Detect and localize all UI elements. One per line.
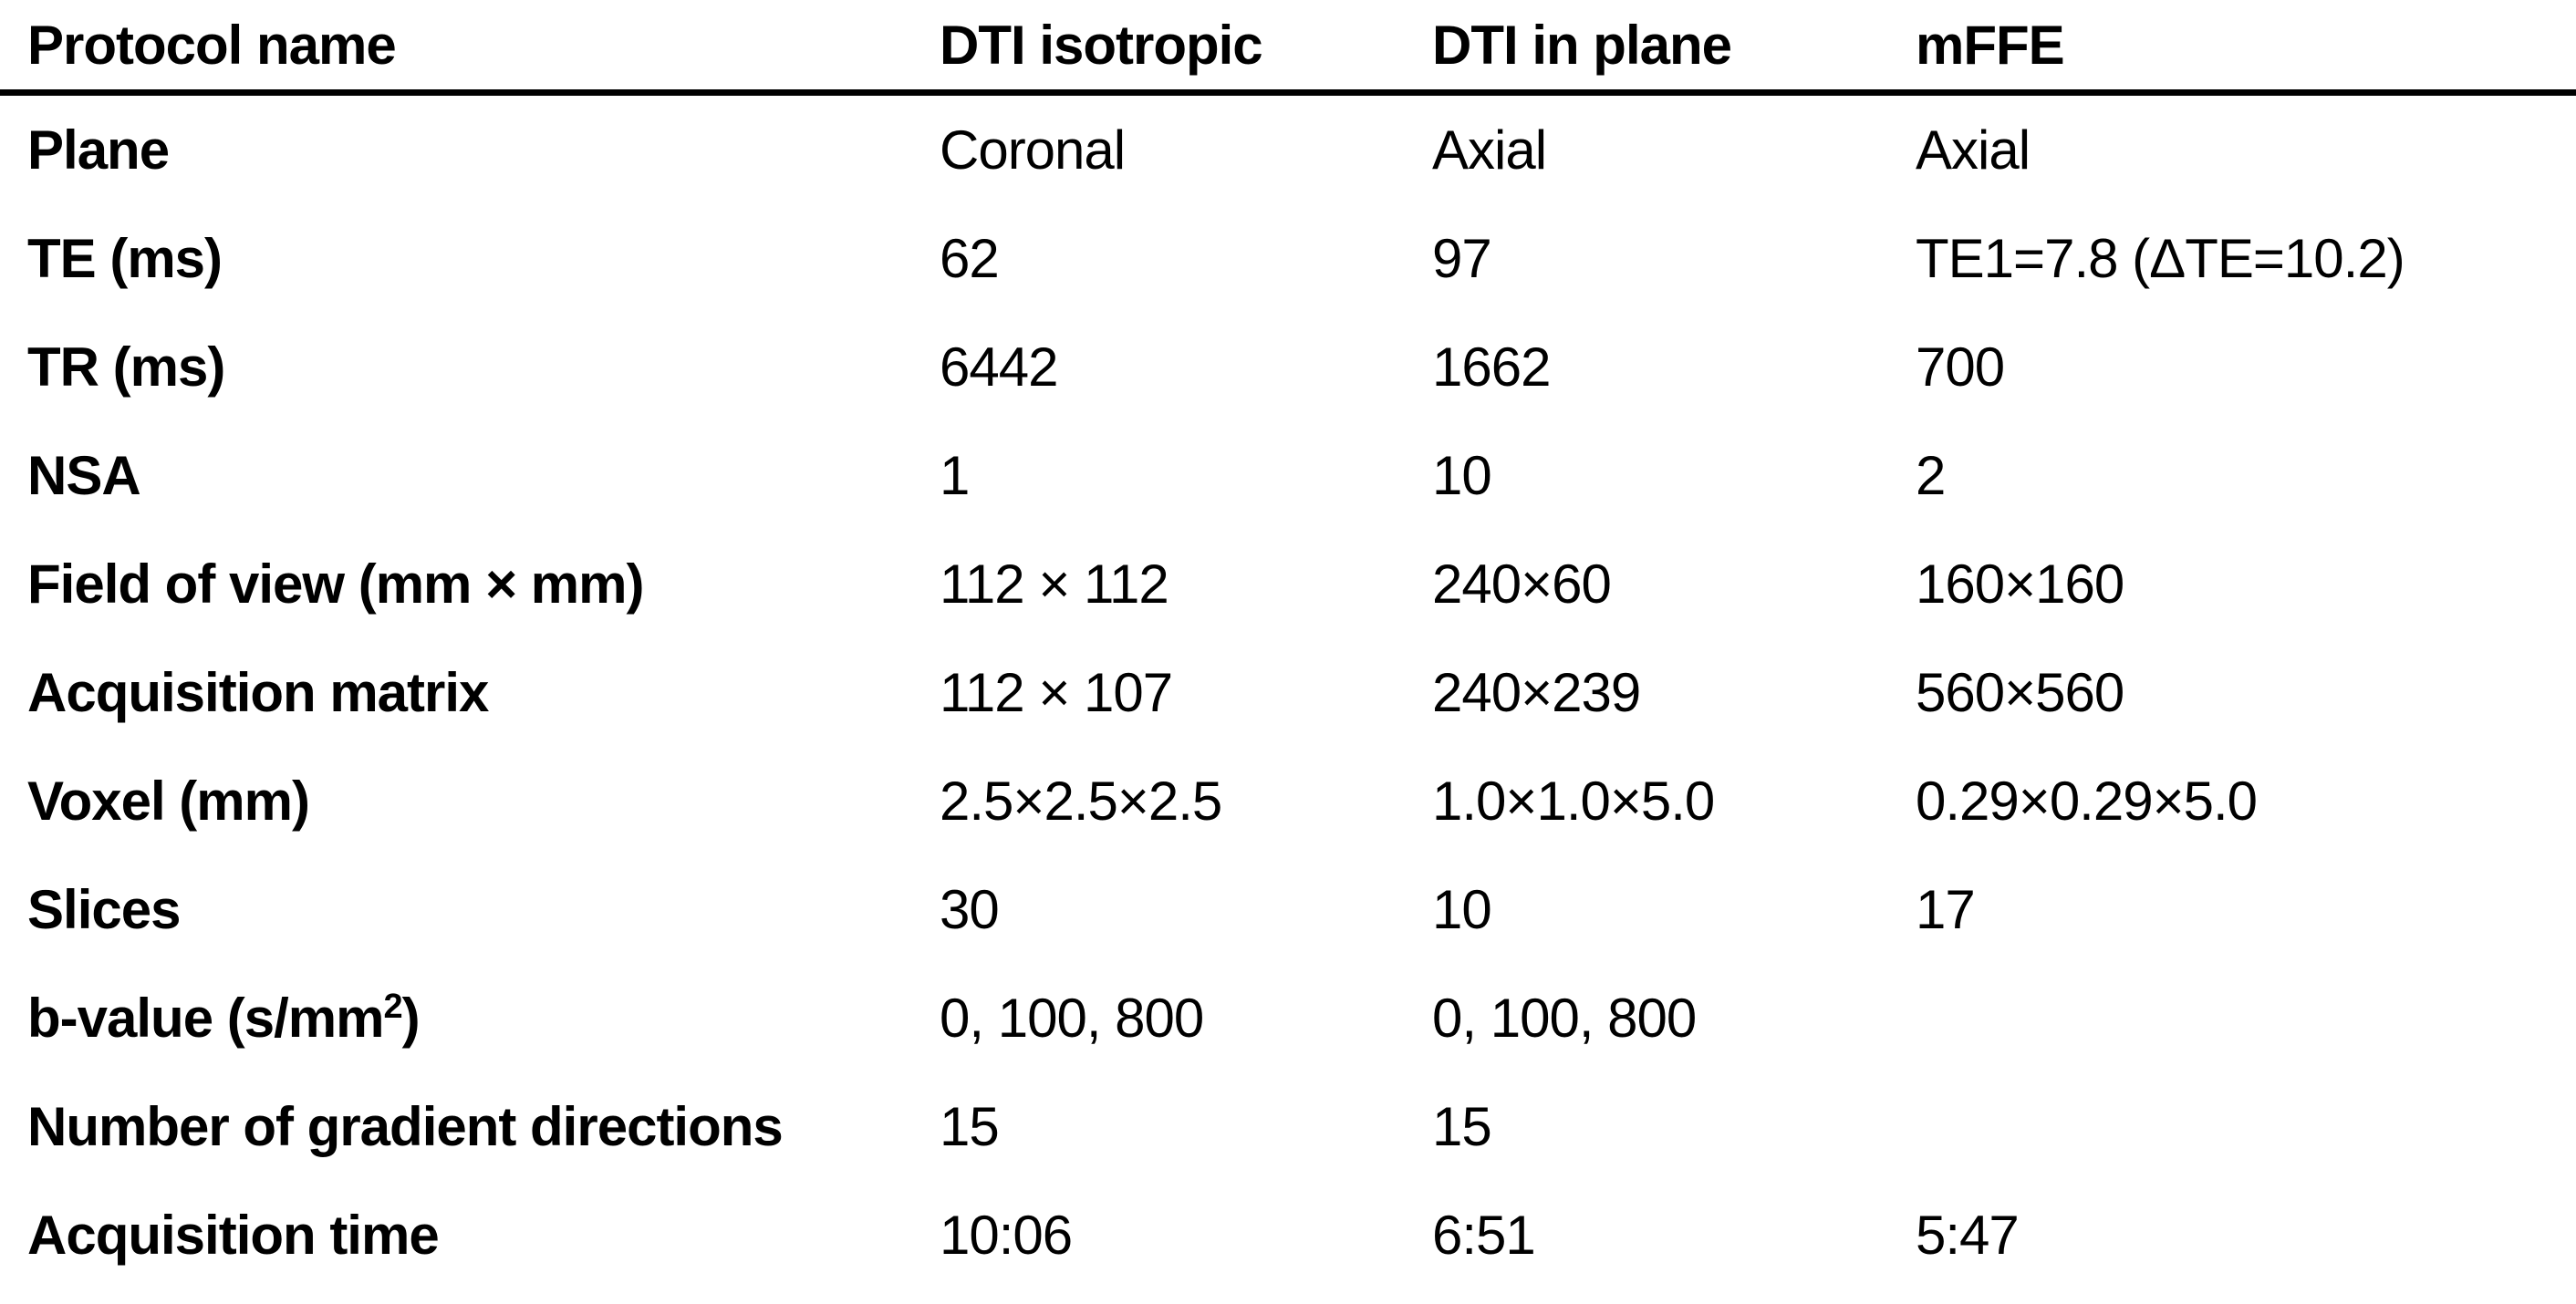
- cell: Axial: [1432, 119, 1547, 181]
- cell: 1: [940, 445, 970, 506]
- cell: 30: [940, 879, 1000, 940]
- cell: [1916, 964, 2576, 1072]
- table-row: Acquisition time 10:06 6:51 5:47: [0, 1181, 2576, 1289]
- cell: 6442: [940, 336, 1058, 398]
- column-header-dti-in-plane: DTI in plane: [1432, 0, 1916, 96]
- row-label: Field of view (mm × mm): [0, 530, 940, 638]
- row-label-text: Acquisition matrix: [27, 662, 489, 723]
- row-label: Acquisition matrix: [0, 638, 940, 747]
- table-row: TE (ms) 62 97 TE1=7.8 (ΔTE=10.2): [0, 204, 2576, 313]
- cell: 700: [1916, 336, 2005, 398]
- table-row: Field of view (mm × mm) 112 × 112 240×60 16…: [0, 530, 2576, 638]
- column-header-dti-isotropic: DTI isotropic: [940, 0, 1432, 96]
- table-row: Slices 30 10 17: [0, 855, 2576, 964]
- column-header-mffe: mFFE: [1916, 0, 2576, 96]
- table-row: Acquisition matrix 112 × 107 240×239 560×56…: [0, 638, 2576, 747]
- cell: 1662: [1432, 336, 1551, 398]
- cell: 560×560: [1916, 662, 2124, 723]
- table-row: b-value (s/mm2) 0, 100, 800 0, 100, 800: [0, 964, 2576, 1072]
- cell: 97: [1432, 228, 1492, 289]
- row-label: Voxel (mm): [0, 747, 940, 855]
- cell: 2.5×2.5×2.5: [940, 771, 1222, 832]
- cell: 1.0×1.0×5.0: [1432, 771, 1715, 832]
- row-label-text: Number of gradient directions: [27, 1096, 784, 1157]
- table-row: NSA 1 10 2: [0, 421, 2576, 530]
- table-row: TR (ms) 6442 1662 700: [0, 313, 2576, 421]
- row-label-superscript: 2: [383, 988, 402, 1026]
- cell: 240×60: [1432, 554, 1612, 615]
- cell: 112 × 112: [940, 554, 1169, 615]
- row-label-text: Field of view (mm × mm): [27, 554, 644, 615]
- cell: 6:51: [1432, 1205, 1536, 1266]
- table-row: Number of gradient directions 15 15: [0, 1072, 2576, 1181]
- cell: 0, 100, 800: [940, 988, 1204, 1049]
- row-label-text: Acquisition time: [27, 1205, 440, 1266]
- row-label-text: Slices: [27, 879, 181, 940]
- row-label: TE (ms): [0, 204, 940, 313]
- row-label-text: Voxel (mm): [27, 771, 310, 832]
- table-row: Plane Coronal Axial Axial: [0, 93, 2576, 205]
- row-label: Plane: [0, 93, 940, 205]
- cell: 112 × 107: [940, 662, 1173, 723]
- header-row: Protocol name DTI isotropic DTI in plane…: [0, 0, 2576, 96]
- row-label: b-value (s/mm2): [0, 964, 940, 1072]
- cell: Axial: [1916, 119, 2031, 181]
- cell: 15: [1432, 1096, 1492, 1157]
- row-label: TR (ms): [0, 313, 940, 421]
- cell: 17: [1916, 879, 1976, 940]
- row-label-text-after: ): [401, 988, 421, 1049]
- cell: 0.29×0.29×5.0: [1916, 771, 2258, 832]
- cell: 240×239: [1432, 662, 1641, 723]
- row-label-text: NSA: [27, 445, 141, 506]
- cell: 15: [940, 1096, 1000, 1157]
- row-label: NSA: [0, 421, 940, 530]
- cell: 160×160: [1916, 554, 2124, 615]
- cell: [1916, 1072, 2576, 1181]
- cell: 10:06: [940, 1205, 1073, 1266]
- row-label: Slices: [0, 855, 940, 964]
- table-row: Voxel (mm) 2.5×2.5×2.5 1.0×1.0×5.0 0.29×0.2…: [0, 747, 2576, 855]
- row-label-text: b-value (s/mm: [27, 988, 384, 1049]
- cell: Coronal: [940, 119, 1126, 181]
- cell: TE1=7.8 (ΔTE=10.2): [1916, 228, 2405, 289]
- row-label-text: Plane: [27, 119, 170, 181]
- column-header-protocol-name: Protocol name: [0, 0, 940, 96]
- cell: 0, 100, 800: [1432, 988, 1697, 1049]
- row-label: Acquisition time: [0, 1181, 940, 1289]
- row-label-text: TR (ms): [27, 336, 225, 398]
- row-label: Number of gradient directions: [0, 1072, 940, 1181]
- cell: 62: [940, 228, 1000, 289]
- cell: 10: [1432, 879, 1492, 940]
- cell: 10: [1432, 445, 1492, 506]
- row-label-text: TE (ms): [27, 228, 223, 289]
- cell: 5:47: [1916, 1205, 2020, 1266]
- cell: 2: [1916, 445, 1946, 506]
- table-body: Plane Coronal Axial Axial TE (ms) 62 97 TE1=7.8…: [0, 93, 2576, 1290]
